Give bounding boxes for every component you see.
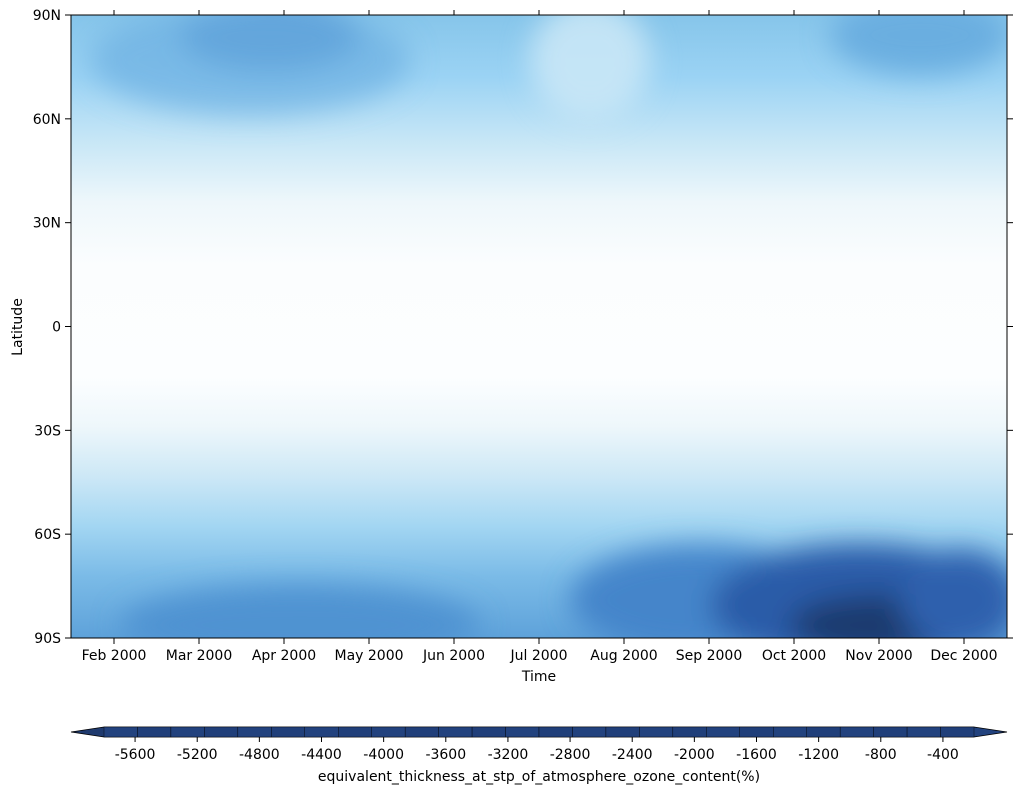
colorbar-segment xyxy=(940,726,975,738)
x-tick-label: Jun 2000 xyxy=(422,648,485,664)
colorbar-segment xyxy=(371,726,406,738)
y-tick-label: 0 xyxy=(52,320,61,336)
y-tick-label: 90S xyxy=(34,631,61,647)
x-axis-title: Time xyxy=(521,669,556,685)
x-tick-label: Sep 2000 xyxy=(676,648,742,664)
y-axis: 90N 60N 30N 0 30S 60S 90S xyxy=(33,8,1013,647)
colorbar-tick-label: -4800 xyxy=(239,747,280,763)
field-blob-north-4 xyxy=(530,15,650,120)
colorbar-tick-label: -400 xyxy=(927,747,959,763)
colorbar-segment xyxy=(672,726,707,738)
y-tick-label: 90N xyxy=(33,8,61,24)
colorbar-tick-label: -2400 xyxy=(612,747,653,763)
colorbar-tick-label: -2000 xyxy=(674,747,715,763)
colorbar-tick-label: -5200 xyxy=(177,747,218,763)
colorbar-segment xyxy=(839,726,874,738)
field-gradient xyxy=(71,15,1007,638)
colorbar-segment xyxy=(137,726,172,738)
colorbar-tick-label: -800 xyxy=(865,747,897,763)
field-blob-south-5 xyxy=(900,550,1007,638)
colorbar-label: equivalent_thickness_at_stp_of_atmospher… xyxy=(318,769,760,785)
y-tick-label: 60S xyxy=(34,527,61,543)
field-blob-north-3 xyxy=(830,15,1007,75)
x-tick-label: Apr 2000 xyxy=(252,648,316,664)
x-tick-label: Oct 2000 xyxy=(762,648,826,664)
colorbar-segment xyxy=(572,726,607,738)
x-tick-label: Jul 2000 xyxy=(510,648,568,664)
colorbar-segment xyxy=(237,726,272,738)
colorbar-segment xyxy=(639,726,674,738)
colorbar-segment xyxy=(706,726,740,738)
y-axis-title: Latitude xyxy=(10,298,26,356)
colorbar-tick-label: -3600 xyxy=(425,747,466,763)
colorbar-tick-label: -5600 xyxy=(115,747,156,763)
colorbar-segment xyxy=(538,726,573,738)
colorbar-segment xyxy=(739,726,774,738)
y-tick-label: 30S xyxy=(34,423,61,439)
field-blob-south-1 xyxy=(120,585,480,638)
colorbar-segment xyxy=(304,726,339,738)
colorbar-segment xyxy=(806,726,841,738)
colorbar-segment xyxy=(505,726,540,738)
colorbar-segment xyxy=(906,726,941,738)
colorbar-segment xyxy=(438,726,473,738)
colorbar-tick-label: -2800 xyxy=(550,747,591,763)
colorbar-segment xyxy=(404,726,439,738)
x-tick-label: Aug 2000 xyxy=(590,648,657,664)
heatmap-field xyxy=(71,15,1007,638)
colorbar-segment xyxy=(773,726,807,738)
colorbar-segment xyxy=(103,726,138,738)
y-tick-label: 60N xyxy=(33,112,61,128)
x-tick-label: Nov 2000 xyxy=(845,648,912,664)
colorbar-segment xyxy=(873,726,908,738)
x-tick-label: Feb 2000 xyxy=(82,648,147,664)
colorbar: -5600 -5200 -4800 -4400 -4000 -3600 -3200 -2800… xyxy=(70,726,1008,785)
colorbar-segment xyxy=(204,726,239,738)
x-tick-label: Mar 2000 xyxy=(166,648,233,664)
x-tick-label: Dec 2000 xyxy=(930,648,997,664)
colorbar-tick-label: -1200 xyxy=(798,747,839,763)
colorbar-tick-label: -4000 xyxy=(363,747,404,763)
colorbar-segment xyxy=(170,726,205,738)
colorbar-segment xyxy=(338,726,372,738)
field-blob-north-2 xyxy=(90,15,410,115)
colorbar-tick-label: -3200 xyxy=(488,747,529,763)
colorbar-tick-label: -1600 xyxy=(736,747,777,763)
colorbar-segment xyxy=(271,726,305,738)
colorbar-tick-label: -4400 xyxy=(301,747,342,763)
y-tick-label: 30N xyxy=(33,216,61,232)
x-tick-label: May 2000 xyxy=(334,648,403,664)
colorbar-segment xyxy=(471,726,506,738)
colorbar-segment xyxy=(605,726,640,738)
x-axis: Feb 2000 Mar 2000 Apr 2000 May 2000 Jun 2000… xyxy=(82,10,998,664)
